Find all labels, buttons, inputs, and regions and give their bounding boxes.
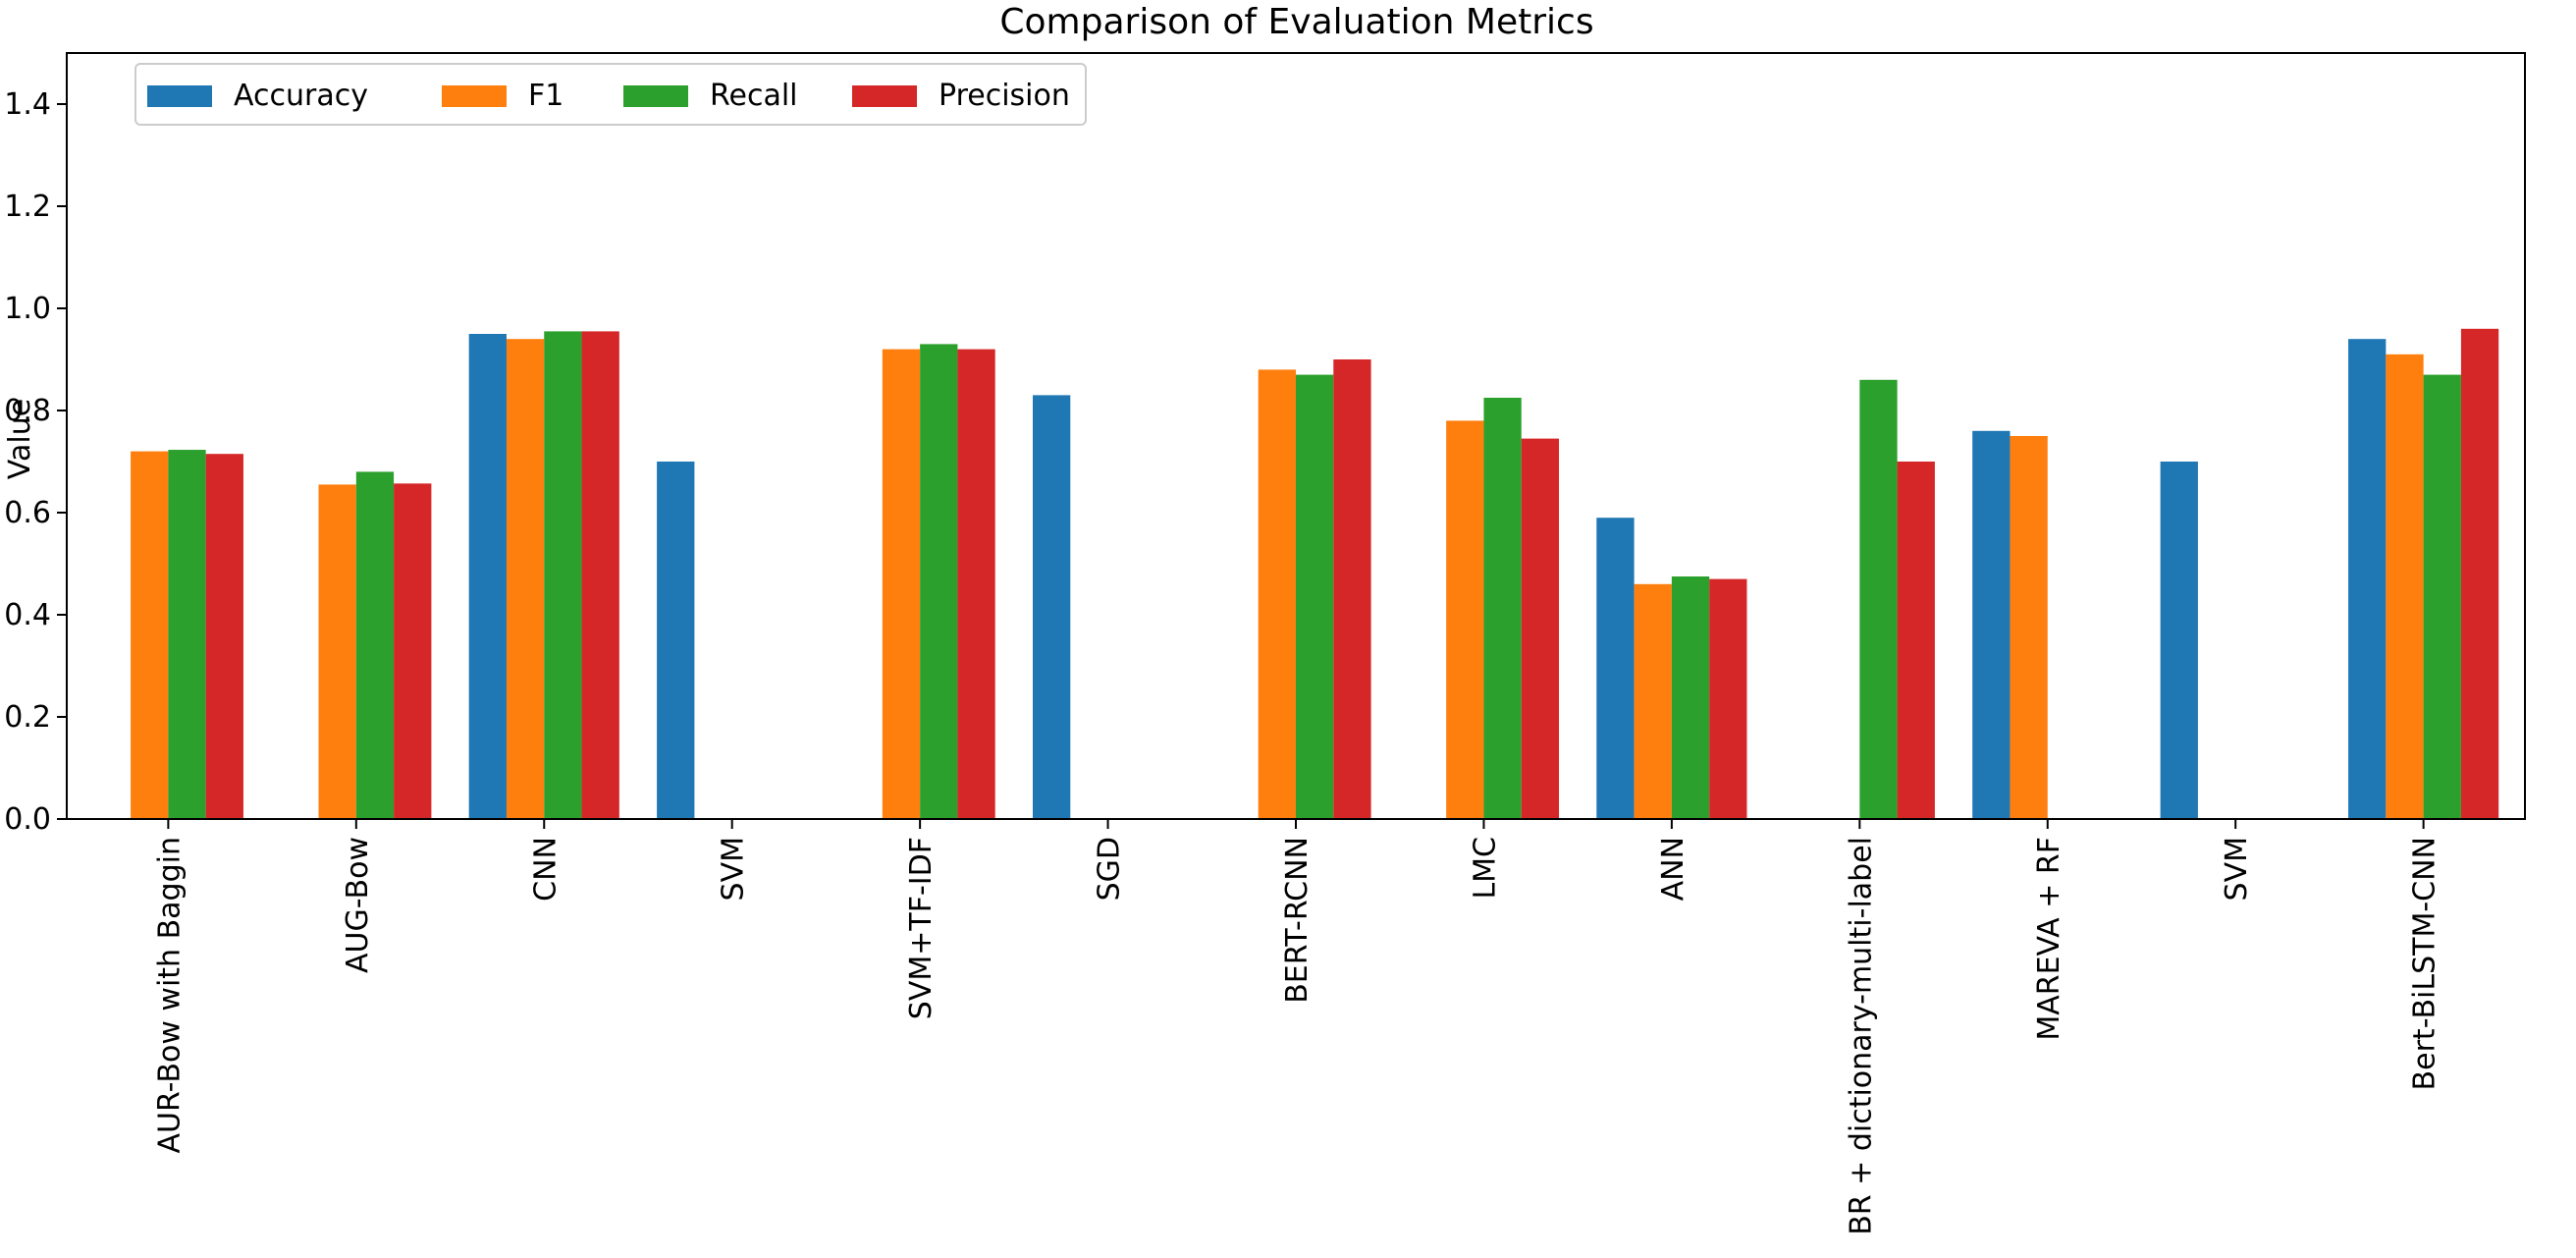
bar-precision-9 <box>1897 462 1935 819</box>
bar-recall-4 <box>920 344 958 819</box>
x-tick-label: BR + dictionary-multi-label <box>1844 837 1878 1235</box>
bar-accuracy-12 <box>2348 339 2387 819</box>
bar-recall-8 <box>1671 576 1710 819</box>
legend-label-recall: Recall <box>710 79 798 113</box>
y-tick-label: 1.2 <box>4 190 51 224</box>
legend-box <box>134 63 1087 126</box>
bar-accuracy-3 <box>657 462 695 819</box>
y-axis-title: Value <box>3 399 37 479</box>
chart-title: Comparison of Evaluation Metrics <box>999 2 1593 42</box>
legend-swatch-precision <box>852 85 917 107</box>
bar-recall-12 <box>2423 374 2461 819</box>
x-tick-label: SVM+TF-IDF <box>904 837 939 1019</box>
bar-precision-7 <box>1521 438 1560 819</box>
x-tick-label: AUR-Bow with Baggin <box>152 837 187 1153</box>
bar-recall-0 <box>168 450 206 819</box>
bar-recall-7 <box>1483 398 1522 819</box>
bar-precision-2 <box>581 331 619 819</box>
y-tick-label: 0.8 <box>4 394 51 428</box>
bar-precision-1 <box>394 483 432 819</box>
legend-label-f1: F1 <box>528 79 564 113</box>
bar-precision-4 <box>957 349 995 819</box>
y-tick-label: 0.4 <box>4 598 51 632</box>
bar-f1-10 <box>2010 436 2048 819</box>
bar-f1-1 <box>318 484 356 819</box>
y-tick-label: 1.4 <box>4 87 51 122</box>
x-tick-label: Bert-BiLSTM-CNN <box>2408 837 2442 1090</box>
x-tick-label: AUG-Bow <box>341 837 375 973</box>
legend-swatch-f1 <box>442 85 507 107</box>
x-tick-label: SVM <box>2220 837 2254 901</box>
x-tick-label: SVM <box>717 837 751 901</box>
bar-f1-12 <box>2386 354 2424 819</box>
bar-recall-6 <box>1296 374 1334 819</box>
bar-f1-0 <box>131 451 169 819</box>
y-tick-label: 0.0 <box>4 802 51 837</box>
bar-f1-8 <box>1634 583 1672 819</box>
bar-f1-4 <box>882 349 921 819</box>
bar-precision-12 <box>2460 328 2499 819</box>
axes-layer: 0.0 0.2 0.4 0.6 0.8 1.0 1.2 1.4 AUR-Bow with Bag… <box>4 52 2526 1235</box>
bars-layer <box>131 328 2499 819</box>
legend-label-precision: Precision <box>939 79 1070 113</box>
x-tick-label: LMC <box>1468 837 1502 900</box>
bar-f1-2 <box>506 339 545 819</box>
bar-accuracy-11 <box>2160 462 2198 819</box>
bar-precision-8 <box>1709 578 1747 819</box>
bar-accuracy-8 <box>1596 518 1635 819</box>
bar-accuracy-10 <box>1972 430 2011 819</box>
legend: Accuracy F1 Recall Precision <box>134 63 1087 126</box>
bar-f1-6 <box>1258 369 1296 819</box>
x-tick-label: BERT-RCNN <box>1280 837 1315 1004</box>
bar-accuracy-5 <box>1032 395 1071 819</box>
bar-recall-2 <box>544 331 582 819</box>
y-tick-label: 1.0 <box>4 292 51 326</box>
bar-recall-1 <box>355 471 395 819</box>
bar-accuracy-2 <box>468 334 507 819</box>
x-tick-label: MAREVA + RF <box>2032 837 2066 1041</box>
legend-swatch-accuracy <box>147 85 212 107</box>
x-tick-label: ANN <box>1656 837 1690 901</box>
bar-precision-6 <box>1333 359 1371 819</box>
bar-f1-7 <box>1446 420 1484 819</box>
x-tick-label: CNN <box>528 837 563 902</box>
bar-recall-9 <box>1859 379 1898 819</box>
y-tick-label: 0.6 <box>4 496 51 530</box>
legend-swatch-recall <box>623 85 688 107</box>
bar-precision-0 <box>205 454 243 819</box>
legend-label-accuracy: Accuracy <box>234 79 368 113</box>
x-tick-label: SGD <box>1093 837 1127 901</box>
y-tick-label: 0.2 <box>4 700 51 735</box>
